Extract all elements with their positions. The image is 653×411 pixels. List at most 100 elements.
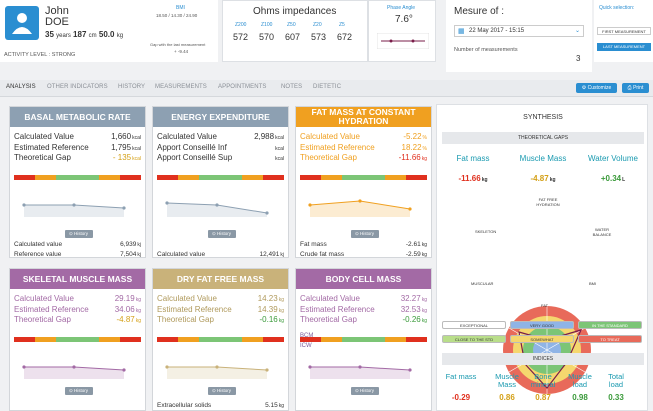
footer-row: Extracellular solids 5.15kg bbox=[157, 402, 284, 409]
range-segment bbox=[157, 337, 179, 342]
card-title: FAT MASS AT CONSTANT HYDRATION bbox=[296, 107, 431, 127]
trend-point bbox=[308, 203, 312, 207]
unit-text: kcal bbox=[132, 135, 141, 141]
history-button[interactable]: ⊙ History bbox=[350, 387, 379, 395]
value-text: 34.06 bbox=[114, 304, 135, 314]
first-measurement-button[interactable]: FIRST MEASUREMENT bbox=[597, 27, 651, 35]
tab-analysis[interactable]: ANALYSIS bbox=[6, 84, 36, 90]
date-select[interactable]: ▦ 22 May 2017 - 15:15 ⌄ bbox=[454, 25, 584, 37]
row-value: 2,988kcal bbox=[254, 132, 284, 141]
row-label: Estimated Reference bbox=[14, 304, 89, 314]
footer-value: -2.59kg bbox=[405, 251, 427, 258]
index-label: Bone mineral bbox=[530, 372, 556, 389]
quick-selection: Quick selection: FIRST MEASUREMENT LAST … bbox=[594, 0, 653, 62]
value-text: 14.39 bbox=[257, 304, 278, 314]
customize-button[interactable]: ⚙ Customize bbox=[576, 83, 617, 93]
range-segment bbox=[405, 175, 428, 180]
gear-icon: ⚙ bbox=[581, 85, 587, 91]
range-segment bbox=[77, 175, 99, 180]
ohm-label: Z50 bbox=[287, 22, 296, 28]
card-energy-expenditure: ENERGY EXPENDITURE Calculated Value 2,988k… bbox=[152, 106, 289, 258]
bmi-panel: BMI 18.50 / 14.30 / 24.90 Gap with the l… bbox=[146, 0, 218, 62]
trend-point bbox=[72, 365, 76, 369]
range-segment bbox=[262, 337, 285, 342]
trend-point bbox=[308, 365, 312, 369]
card-skeletal-muscle-mass: SKELETAL MUSCLE MASS Calculated Value 29.1… bbox=[9, 268, 146, 411]
range-segment bbox=[98, 175, 120, 180]
card-title: DRY FAT FREE MASS bbox=[153, 269, 288, 289]
range-segment bbox=[14, 175, 36, 180]
date-value: 22 May 2017 - 15:15 bbox=[469, 28, 525, 34]
range-segment bbox=[98, 337, 120, 342]
range-segment bbox=[384, 337, 406, 342]
row-value: 1,795kcal bbox=[111, 143, 141, 152]
footer-label: Reference value bbox=[14, 251, 62, 258]
ohm-value: 573 bbox=[311, 32, 327, 42]
value-text: 18.22 bbox=[401, 142, 422, 152]
value-text: 1,795 bbox=[111, 142, 132, 152]
radar-label: FAT bbox=[541, 303, 549, 308]
last-measurement-button[interactable]: LAST MEASUREMENT bbox=[597, 43, 651, 51]
range-segment bbox=[14, 337, 36, 342]
footer-value: 5.15kg bbox=[265, 402, 284, 409]
row-label: Estimated Reference bbox=[157, 304, 232, 314]
row-label: Theoretical Gap bbox=[300, 153, 357, 162]
legend-chip: IN THE STANDARD bbox=[578, 321, 642, 329]
trend-point bbox=[358, 365, 362, 369]
index-value: 0.86 bbox=[499, 393, 515, 402]
range-segment bbox=[119, 337, 142, 342]
history-button[interactable]: ⊙ History bbox=[350, 230, 379, 238]
measure-count: 3 bbox=[576, 54, 581, 63]
row-value: 14.23kg bbox=[258, 294, 284, 303]
history-button[interactable]: ⊙ History bbox=[207, 387, 236, 395]
radar-label: BMI bbox=[589, 281, 597, 286]
history-button[interactable]: ⊙ History bbox=[64, 387, 93, 395]
radar-label: SKELETON bbox=[475, 229, 497, 234]
row-value: 34.06kg bbox=[115, 305, 141, 314]
card-fat-mass-at-constant-hydration: FAT MASS AT CONSTANT HYDRATION Calculated… bbox=[295, 106, 432, 258]
history-button[interactable]: ⊙ History bbox=[207, 230, 236, 238]
tab-history[interactable]: HISTORY bbox=[118, 84, 146, 90]
row-label: Calculated Value bbox=[14, 294, 74, 303]
unit-text: kcal bbox=[132, 156, 141, 162]
ohm-label: Z5 bbox=[339, 22, 345, 28]
row-label: Apport Conseillé Sup bbox=[157, 153, 233, 162]
trend-chart bbox=[308, 365, 412, 379]
trend-point bbox=[408, 207, 412, 211]
tab-appointments[interactable]: APPOINTMENTS bbox=[218, 84, 267, 90]
history-button[interactable]: ⊙ History bbox=[64, 230, 93, 238]
tab-other-indicators[interactable]: OTHER INDICATORS bbox=[47, 84, 108, 90]
range-segment bbox=[342, 337, 364, 342]
range-segment bbox=[178, 175, 200, 180]
tab-measurements[interactable]: MEASUREMENTS bbox=[155, 84, 207, 90]
range-bar bbox=[300, 175, 428, 180]
ohm-value: 570 bbox=[259, 32, 275, 42]
value-text: 32.53 bbox=[400, 304, 421, 314]
row-label: Calculated Value bbox=[14, 132, 74, 141]
unit-text: kg bbox=[135, 318, 141, 324]
print-button[interactable]: ⎙ Print bbox=[622, 83, 649, 93]
unit-text: % bbox=[422, 135, 427, 141]
index-label: Total load bbox=[608, 372, 624, 389]
patient-stats: 35 years 187 cm 50.0 kg bbox=[45, 30, 124, 39]
footer-label: Fat mass bbox=[300, 241, 327, 248]
gap-value: -4.87kg bbox=[530, 174, 556, 183]
trend-point bbox=[358, 199, 362, 203]
row-value: -0.16kg bbox=[259, 315, 284, 324]
tab-notes[interactable]: NOTES bbox=[281, 84, 303, 90]
legend-chip: CLOSE TO THE STD bbox=[442, 335, 506, 343]
radar-label: FAT FREE HYDRATION bbox=[536, 197, 560, 207]
quick-label: Quick selection: bbox=[599, 5, 635, 11]
indices-title: INDICES bbox=[442, 353, 644, 365]
patient-panel: John DOE 35 years 187 cm 50.0 kg ACTIVIT… bbox=[0, 0, 162, 62]
ohm-value: 607 bbox=[285, 32, 301, 42]
card-title: BODY CELL MASS bbox=[296, 269, 431, 289]
bmi-label: BMI bbox=[176, 5, 185, 11]
unit-text: kg bbox=[135, 297, 141, 303]
tab-dietetic[interactable]: DIETETIC bbox=[313, 84, 342, 90]
value-text: 32.27 bbox=[400, 294, 421, 303]
row-value: 32.53kg bbox=[401, 305, 427, 314]
radar-label: WATER BALANCE bbox=[592, 227, 612, 237]
legend-chip: VERY GOOD bbox=[510, 321, 574, 329]
legend-chip: TO TREAT bbox=[578, 335, 642, 343]
